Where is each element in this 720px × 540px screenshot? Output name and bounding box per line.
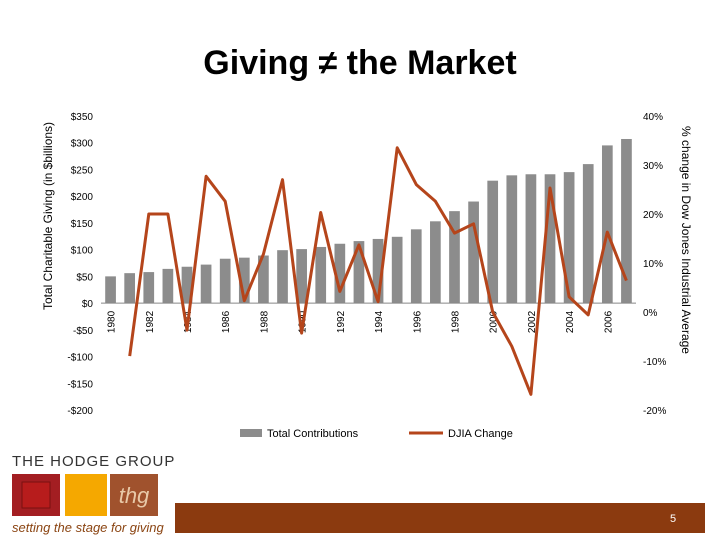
bar xyxy=(105,276,116,304)
bar xyxy=(219,258,231,304)
bar xyxy=(124,273,136,304)
bar xyxy=(200,264,212,304)
x-tick-label: 1988 xyxy=(259,310,270,333)
bar xyxy=(258,255,269,304)
y-axis-title: Total Charitable Giving (in $billions) xyxy=(41,122,55,310)
bar xyxy=(277,250,288,304)
x-tick-label: 2004 xyxy=(565,310,576,333)
logo-name: THE HODGE GROUP xyxy=(12,453,175,470)
y2-tick-label: 30% xyxy=(643,161,663,172)
bar xyxy=(506,175,518,304)
bar xyxy=(468,201,479,304)
bar xyxy=(487,180,499,304)
x-tick-label: 2000 xyxy=(489,310,500,333)
bar xyxy=(353,241,365,304)
y2-tick-label: -20% xyxy=(643,406,666,417)
x-tick-label: 1980 xyxy=(107,310,118,333)
y-tick-label: $200 xyxy=(71,192,94,203)
y2-tick-label: 0% xyxy=(643,308,658,319)
bar xyxy=(372,238,384,304)
legend-label: Total Contributions xyxy=(267,428,359,440)
bar xyxy=(162,268,174,304)
y-tick-label: $0 xyxy=(82,299,94,310)
y-tick-label: -$150 xyxy=(67,379,93,390)
y-tick-label: $150 xyxy=(71,219,94,230)
x-tick-label: 1994 xyxy=(374,310,385,333)
y-tick-label: $50 xyxy=(76,272,93,283)
bar xyxy=(410,229,422,304)
bar xyxy=(334,243,346,304)
logo-brown xyxy=(110,474,158,516)
x-tick-label: 2002 xyxy=(527,310,538,333)
logo-mark: thg xyxy=(119,483,150,508)
legend-label: DJIA Change xyxy=(448,428,513,440)
chart-title: Giving ≠ the Market xyxy=(203,44,516,82)
footer-bar xyxy=(175,503,705,533)
logo-yellow xyxy=(65,474,107,516)
legend-swatch xyxy=(240,429,262,437)
y2-axis-title: % change in Dow Jones Industrial Average xyxy=(679,126,693,354)
logo-tagline: setting the stage for giving xyxy=(12,520,165,535)
bar xyxy=(430,221,441,304)
bar xyxy=(525,174,537,304)
page-number: 5 xyxy=(670,513,676,525)
bar xyxy=(563,172,575,304)
y2-tick-label: -10% xyxy=(643,357,666,368)
bar xyxy=(238,257,250,304)
y-tick-label: -$100 xyxy=(67,353,93,364)
logo-red-inner xyxy=(21,481,51,509)
y2-tick-label: 10% xyxy=(643,259,663,270)
x-tick-label: 1996 xyxy=(412,310,423,333)
y2-tick-label: 20% xyxy=(643,210,663,221)
line xyxy=(128,146,628,396)
y-tick-label: $350 xyxy=(71,112,94,123)
x-tick-label: 2006 xyxy=(603,310,614,333)
x-tick-label: 1986 xyxy=(221,310,232,333)
bar xyxy=(143,272,155,304)
x-tick-label: 1998 xyxy=(450,310,461,333)
bar xyxy=(544,174,556,304)
bar xyxy=(315,246,327,304)
plot-area: -$200 -$150 -$100 -$50 $0 $50 $100 $150 $200 $250… xyxy=(67,112,666,440)
bar xyxy=(582,164,594,304)
y2-tick-label: 40% xyxy=(643,112,663,123)
bar xyxy=(181,266,193,304)
x-tick-label: 1982 xyxy=(145,310,156,333)
bar xyxy=(391,236,403,304)
y-tick-label: $100 xyxy=(71,246,94,257)
y-tick-label: -$50 xyxy=(73,326,93,337)
bar xyxy=(601,145,613,304)
y-tick-label: -$200 xyxy=(67,406,93,417)
bar xyxy=(621,138,632,304)
bar xyxy=(296,249,307,304)
bar xyxy=(449,211,460,304)
y-tick-label: $300 xyxy=(71,139,94,150)
y-tick-label: $250 xyxy=(71,165,94,176)
x-tick-label: 1992 xyxy=(336,310,347,333)
logo: THE HODGE GROUP thg setting the stage fo… xyxy=(12,453,175,535)
